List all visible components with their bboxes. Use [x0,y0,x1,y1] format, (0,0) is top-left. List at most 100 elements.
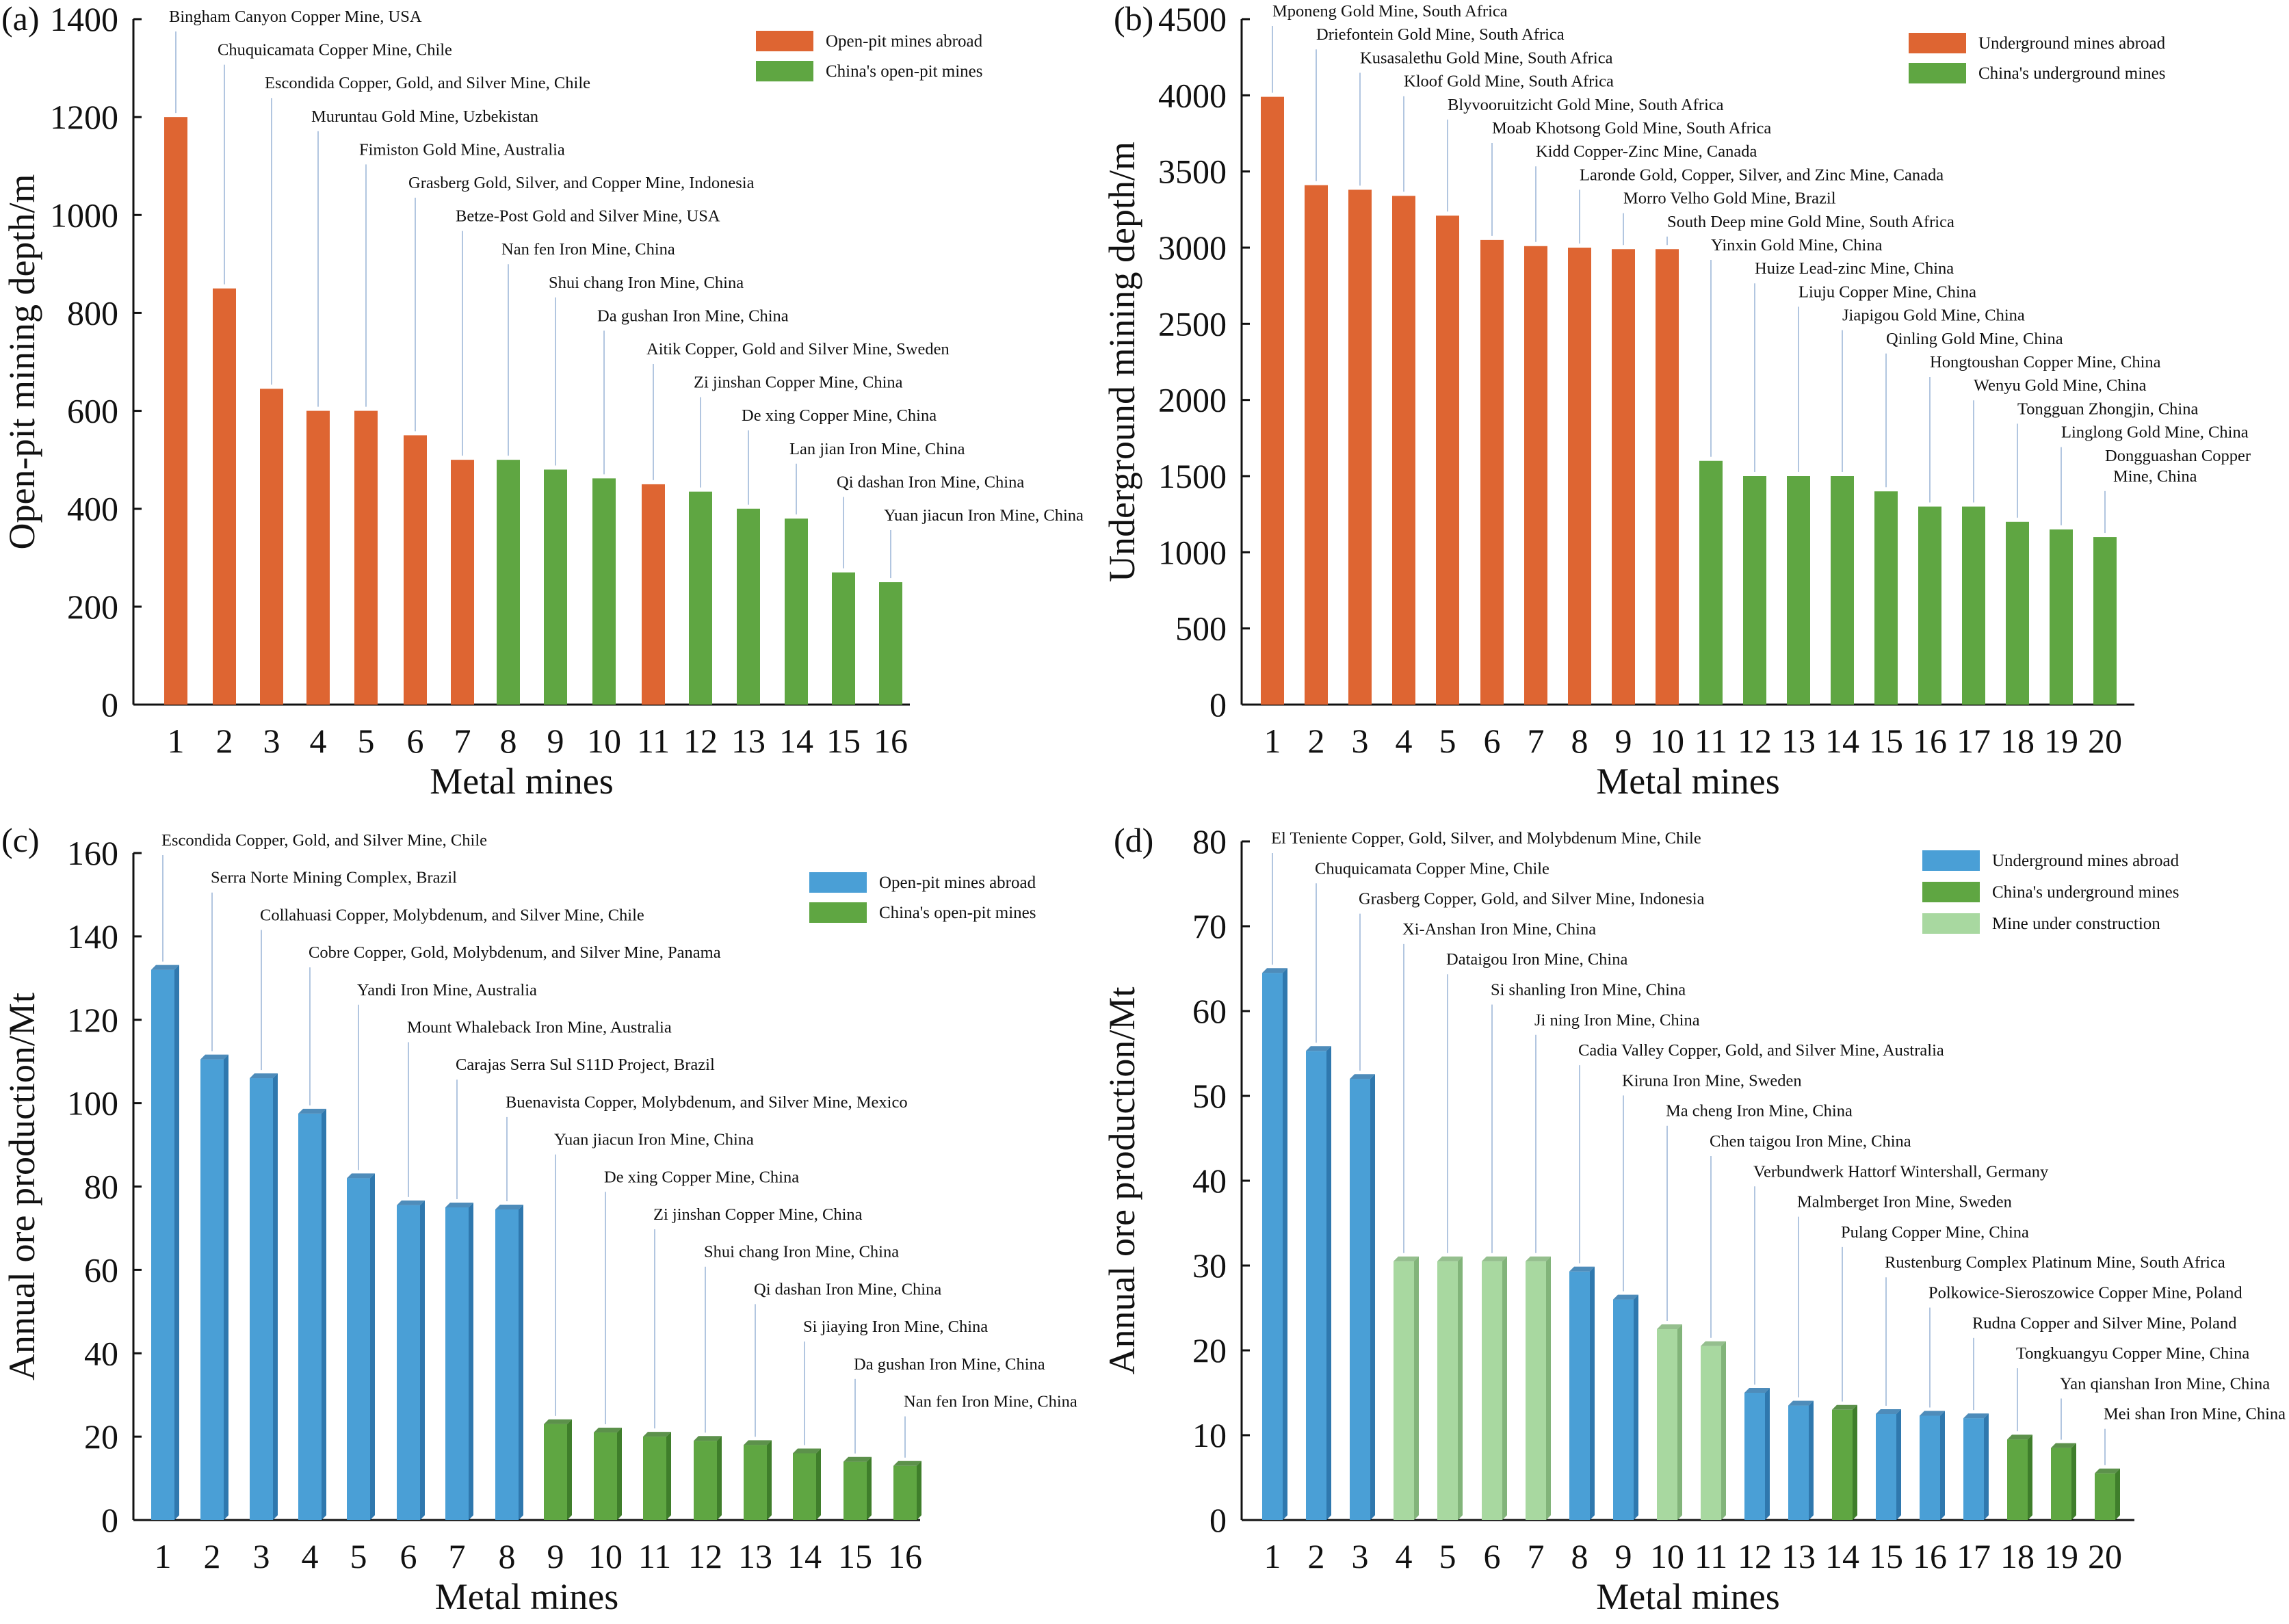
bar-side [370,1173,375,1520]
bar-annotation: Grasberg Gold, Silver, and Copper Mine, … [408,174,755,192]
x-tick-label: 12 [688,1537,722,1575]
y-tick-label: 400 [67,490,118,528]
bar-top [1920,1411,1945,1416]
legend-label: Open-pit mines abroad [879,874,1036,892]
bar-annotation: Tongkuangyu Copper Mine, China [2016,1344,2249,1363]
bar-annotation: Nan fen Iron Mine, China [501,240,675,259]
x-tick-label: 19 [2044,1537,2078,1575]
bar-top [694,1436,722,1441]
x-tick-label: 14 [779,722,813,760]
bar-side [1458,1256,1463,1520]
bar-top [445,1202,473,1207]
bar-annotation: Mponeng Gold Mine, South Africa [1272,2,1508,21]
bar-top [2095,1468,2120,1474]
x-tick-label: 2 [204,1537,221,1575]
bar-annotation: De xing Copper Mine, China [604,1168,799,1186]
bar-annotation: Shui chang Iron Mine, China [549,274,744,292]
bar [643,1437,666,1520]
bar-side [1326,1046,1331,1520]
y-tick-label: 50 [1192,1077,1227,1115]
bar-annotation: Chuquicamata Copper Mine, Chile [218,41,452,60]
x-tick-label: 1 [1264,722,1281,760]
bar-annotation: Jiapigou Gold Mine, China [1842,306,2025,325]
bar-annotation: Mount Whaleback Iron Mine, Australia [407,1019,672,1037]
bar [2007,1439,2028,1520]
x-tick-label: 12 [1738,722,1772,760]
bar [694,1441,717,1520]
y-tick-label: 500 [1175,610,1227,648]
y-tick-label: 120 [67,1001,118,1039]
y-tick-label: 4500 [1158,0,1227,38]
bar-top [643,1432,671,1437]
y-axis-label: Annual ore production/Mt [1101,987,1142,1375]
bar-annotation: Ji ning Iron Mine, China [1534,1011,1700,1030]
bar [1392,196,1415,705]
bar-top [1744,1388,1770,1393]
legend-swatch [756,31,813,51]
bar [260,389,283,705]
bar-side [273,1073,278,1520]
y-axis-label: Annual ore production/Mt [1,993,42,1380]
y-tick-label: 30 [1192,1246,1227,1285]
bar-annotation: Yuan jiacun Iron Mine, China [884,506,1084,525]
bar-annotation: Kiruna Iron Mine, Sweden [1622,1071,1802,1090]
bar-top [1262,968,1287,973]
bar [1482,1261,1502,1520]
bar [832,572,855,705]
bar-top [1306,1046,1331,1051]
bar-annotation: Linglong Gold Mine, China [2061,423,2249,442]
y-tick-label: 2000 [1158,381,1227,419]
x-tick-label: 9 [547,1537,564,1575]
bar-annotation: Tongguan Zhongjin, China [2017,400,2198,418]
x-tick-label: 12 [1738,1537,1772,1575]
legend-label: China's underground mines [1978,64,2165,83]
bar-annotation: Kidd Copper-Zinc Mine, Canada [1536,142,1757,161]
bar-side [717,1436,722,1520]
chart-panel-2: (b) 0 500 1000 1500 2000 2500 3000 3500 4000 4500 U… [1101,0,2251,802]
bar [1261,96,1284,705]
x-tick-label: 14 [1825,1537,1859,1575]
bar [1744,1393,1765,1520]
x-tick-label: 20 [2088,1537,2122,1575]
bar-annotation: Yinxin Gold Mine, China [1711,236,1883,254]
bar [306,410,330,705]
y-tick-label: 1000 [1158,533,1227,571]
bar-side [1853,1404,1857,1520]
x-tick-label: 8 [499,1537,516,1575]
bar-top [793,1448,821,1454]
legend-label: Open-pit mines abroad [826,32,983,51]
bar-side [2115,1468,2120,1520]
x-tick-label: 7 [449,1537,466,1575]
x-tick-label: 3 [1352,722,1369,760]
bar-annotation: Lan jian Iron Mine, China [789,440,965,458]
bar-top [1437,1256,1463,1261]
x-tick-label: 11 [637,722,670,760]
bar [1262,973,1283,1520]
legend-swatch [809,902,867,923]
bar-top [2007,1435,2032,1440]
bar-top [1613,1294,1638,1300]
x-tick-label: 19 [2044,722,2078,760]
bar-annotation: Polkowice-Sieroszowice Copper Mine, Pola… [1928,1284,2242,1302]
bar [689,491,712,705]
bar [495,1209,519,1520]
y-tick-label: 1500 [1158,457,1227,495]
x-tick-label: 5 [1439,722,1456,760]
chart-panel-4: (d) 0 10 20 30 40 50 60 70 80 Annual ore productio… [1101,821,2286,1617]
legend-swatch [1922,850,1980,871]
bar-top [397,1200,425,1205]
bar-annotation: Laronde Gold, Copper, Silver, and Zinc M… [1580,166,1944,184]
bar [1787,476,1810,705]
bar-side [469,1202,473,1520]
bar-top [1788,1400,1814,1406]
bar-annotation: Da gushan Iron Mine, China [597,306,789,325]
bar [594,1432,617,1520]
bar-annotation: Yuan jiacun Iron Mine, China [554,1131,754,1149]
bar [1701,1346,1721,1520]
bar-top [200,1054,228,1060]
bar-annotation: El Teniente Copper, Gold, Silver, and Mo… [1271,829,1701,848]
bar-annotation: Moab Khotsong Gold Mine, South Africa [1492,119,1771,137]
bar [445,1207,469,1520]
bar-side [1634,1294,1638,1520]
bar [1305,185,1328,705]
